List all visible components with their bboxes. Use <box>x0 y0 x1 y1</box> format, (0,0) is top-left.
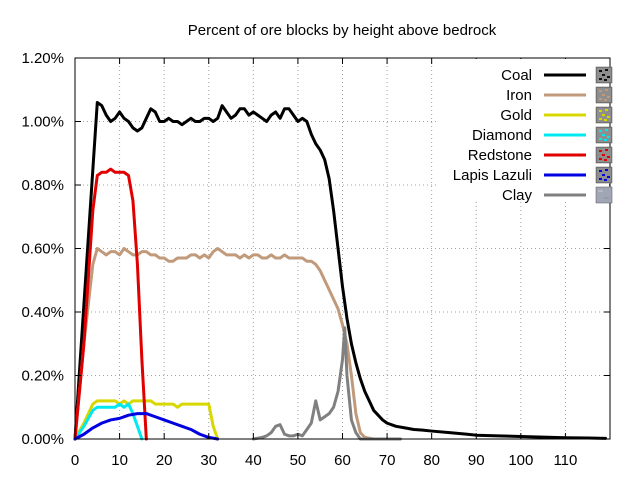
y-axis-tick-labels: 0.00% 0.20% 0.40% 0.60% 0.80% 1.00% 1.20% <box>21 50 64 448</box>
x-tick-label: 0 <box>71 452 79 469</box>
y-tick-label: 1.20% <box>21 50 64 67</box>
series-line-diamond <box>73 402 144 441</box>
gold-ore-icon <box>595 106 613 124</box>
x-tick-label: 100 <box>508 452 533 469</box>
x-tick-label: 60 <box>334 452 351 469</box>
legend-label-clay: Clay <box>502 187 533 204</box>
grid-lines <box>75 58 610 439</box>
series-line-redstone <box>73 167 148 441</box>
y-tick-label: 0.00% <box>21 431 64 448</box>
series-line-gold <box>73 399 220 441</box>
legend-label-coal: Coal <box>501 67 532 84</box>
axis-ticks <box>74 57 610 440</box>
legend-background <box>438 59 609 202</box>
iron-ore-icon <box>595 86 613 104</box>
x-tick-label: 70 <box>379 452 396 469</box>
clay-block-icon <box>595 186 613 204</box>
diamond-ore-icon <box>595 126 613 144</box>
x-tick-label: 20 <box>156 452 173 469</box>
x-tick-label: 50 <box>290 452 307 469</box>
legend-label-diamond: Diamond <box>472 127 532 144</box>
y-tick-label: 0.20% <box>21 368 64 385</box>
legend-label-redstone: Redstone <box>468 147 532 164</box>
x-tick-label: 30 <box>200 452 217 469</box>
legend-label-gold: Gold <box>500 107 532 124</box>
x-tick-label: 40 <box>245 452 262 469</box>
chart-title: Percent of ore blocks by height above be… <box>188 22 497 39</box>
lapis-lazuli-ore-icon <box>595 166 613 184</box>
y-tick-label: 0.60% <box>21 241 64 258</box>
x-tick-label: 10 <box>111 452 128 469</box>
x-tick-label: 110 <box>553 452 577 469</box>
series-line-iron <box>73 247 376 441</box>
series-line-coal <box>73 100 608 441</box>
y-tick-label: 0.80% <box>21 177 64 194</box>
series-lines <box>73 100 608 441</box>
legend-label-lapis-lazuli: Lapis Lazuli <box>453 167 532 184</box>
coal-ore-icon <box>595 66 613 84</box>
redstone-ore-icon <box>595 146 613 164</box>
x-tick-label: 80 <box>423 452 440 469</box>
y-tick-label: 1.00% <box>21 114 64 131</box>
x-axis-tick-labels: 0 10 20 30 40 50 60 70 80 90 100 110 <box>71 452 578 469</box>
series-line-clay <box>251 326 402 441</box>
series-line-lapis-lazuli <box>73 412 220 441</box>
y-tick-label: 0.40% <box>21 304 64 321</box>
legend-label-iron: Iron <box>506 87 532 104</box>
legend: Coal Iron Gold Diamond Redstone Lapis Lazuli C… <box>438 59 613 204</box>
x-tick-label: 90 <box>468 452 485 469</box>
